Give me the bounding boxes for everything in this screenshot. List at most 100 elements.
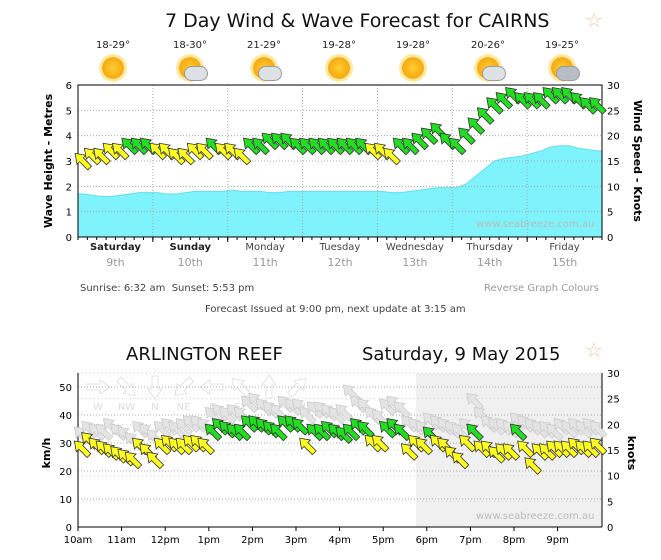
- wind-arrow: [509, 423, 528, 442]
- favorite-star-icon[interactable]: ☆: [585, 8, 603, 32]
- wind-arrow: [459, 434, 477, 453]
- y-tick-label: 2: [66, 182, 72, 193]
- y2-tick-label: 10: [607, 182, 620, 193]
- wind-arrow: [502, 443, 521, 461]
- y2-tick-label: 20: [607, 420, 620, 431]
- y-axis-label: Wave Height - Metres: [42, 93, 55, 228]
- temperature-range: 18-29°: [95, 40, 131, 51]
- wind-arrow: [197, 437, 216, 456]
- favorite-star-icon-2[interactable]: ☆: [585, 338, 603, 362]
- wind-arrow: [415, 437, 434, 456]
- y2-tick-label: 0: [607, 233, 613, 244]
- day-label: Wednesday: [385, 242, 444, 253]
- cloud-icon: [482, 66, 506, 81]
- x-tick-label: 10am: [64, 535, 93, 546]
- sun-icon: [328, 57, 350, 79]
- y-tick-label: 10: [59, 495, 72, 506]
- wind-arrow: [393, 423, 412, 442]
- x-tick-label: 7pm: [459, 535, 481, 546]
- y2-tick-label: 30: [607, 81, 620, 92]
- wind-arrow: [124, 451, 143, 470]
- compass-arrow-icon: [231, 378, 251, 398]
- compass-arrow-icon: [287, 378, 307, 398]
- wind-arrow: [451, 451, 470, 470]
- wind-arrow: [448, 137, 467, 156]
- y-tick-label: 0: [66, 233, 72, 244]
- wind-arrow: [589, 97, 607, 115]
- wind-arrow: [467, 117, 486, 136]
- date-label: 13th: [402, 256, 428, 269]
- x-tick-label: 4pm: [328, 535, 350, 546]
- y-axis-label: km/h: [40, 438, 53, 469]
- y2-tick-label: 10: [607, 472, 620, 483]
- temperature-range: 18-30°: [172, 40, 208, 51]
- wind-arrow: [466, 423, 484, 442]
- x-tick-label: 2pm: [241, 535, 263, 546]
- sunrise-text: Sunrise: 6:32 am Sunset: 5:53 pm: [80, 283, 254, 294]
- x-tick-label: 5pm: [372, 535, 394, 546]
- temperature-range: 20-26°: [470, 40, 506, 51]
- y2-tick-label: 0: [607, 523, 613, 534]
- compass-label: W: [93, 402, 103, 413]
- y2-tick-label: 25: [607, 106, 620, 117]
- wind-detail-chart: 0 10 20 30 40 50 0 5 10 15 20 25 30 10am 11am 12pm 1pm 2p…: [40, 369, 638, 546]
- compass-arrow-icon: [174, 376, 194, 396]
- reverse-graph-colours-link[interactable]: Reverse Graph Colours: [484, 283, 599, 294]
- wind-arrow: [233, 423, 252, 442]
- temperature-range: 19-28°: [321, 40, 357, 51]
- y2-tick-label: 15: [607, 446, 620, 457]
- compass-arrow-icon: [199, 379, 224, 395]
- x-tick-label: 3pm: [285, 535, 307, 546]
- y2-tick-label: 30: [607, 369, 620, 380]
- cloud-icon: [258, 66, 282, 81]
- compass-label: N: [151, 402, 158, 413]
- sunrise: Sunrise: 6:32 am: [80, 283, 166, 294]
- y-tick-label: 0: [66, 523, 72, 534]
- sunset: Sunset: 5:53 pm: [171, 283, 255, 294]
- x-tick-label: 11am: [107, 535, 136, 546]
- y-tick-label: 5: [66, 106, 72, 117]
- y2-tick-label: 5: [607, 497, 613, 508]
- y-tick-label: 40: [59, 411, 72, 422]
- compass-label: NW: [118, 402, 135, 413]
- location-title: ARLINGTON REEF: [126, 344, 283, 365]
- wind-arrow: [146, 451, 165, 470]
- date-label: 15th: [551, 256, 578, 269]
- wind-arrow: [73, 440, 92, 459]
- y-tick-label: 3: [66, 157, 72, 168]
- x-tick-label: 6pm: [416, 535, 438, 546]
- day-label: Sunday: [169, 242, 212, 253]
- wind-arrow: [270, 423, 288, 442]
- temperature-range: 19-25°: [544, 40, 580, 51]
- x-tick-label: 8pm: [503, 535, 525, 546]
- compass-label: SE: [234, 402, 247, 413]
- y2-tick-label: 15: [607, 157, 620, 168]
- compass-arrow-icon: [147, 375, 163, 400]
- y2-tick-label: 5: [607, 208, 613, 219]
- x-tick-label: 12pm: [151, 535, 180, 546]
- temperature-range: 21-29°: [246, 40, 282, 51]
- gust-arrow: [466, 392, 484, 411]
- y2-axis-label: knots: [625, 436, 638, 471]
- rain-cloud-icon: [556, 66, 580, 81]
- gust-arrow: [393, 401, 412, 419]
- wave-height-area: [77, 145, 603, 238]
- date-label: 11th: [252, 256, 278, 269]
- compass-arrow-icon: [116, 376, 136, 396]
- wind-arrow: [299, 437, 317, 456]
- wind-arrow: [383, 147, 401, 166]
- day-label: Thursday: [466, 242, 513, 253]
- day-label: Tuesday: [319, 242, 361, 253]
- y-tick-label: 4: [66, 132, 72, 143]
- compass-label: E: [209, 402, 215, 413]
- wind-wave-chart: 0 1 2 3 4 5 6 0 5 10 15 20 25 30 www.seabreeze.com.au W…: [42, 81, 644, 244]
- y-tick-label: 50: [59, 383, 72, 394]
- wind-arrow: [458, 127, 476, 146]
- y-tick-label: 20: [59, 467, 72, 478]
- y-tick-label: 6: [66, 81, 72, 92]
- date-label: 12th: [327, 256, 353, 269]
- wind-arrow: [371, 434, 390, 453]
- gust-arrow: [589, 420, 608, 439]
- wind-arrow: [233, 147, 252, 166]
